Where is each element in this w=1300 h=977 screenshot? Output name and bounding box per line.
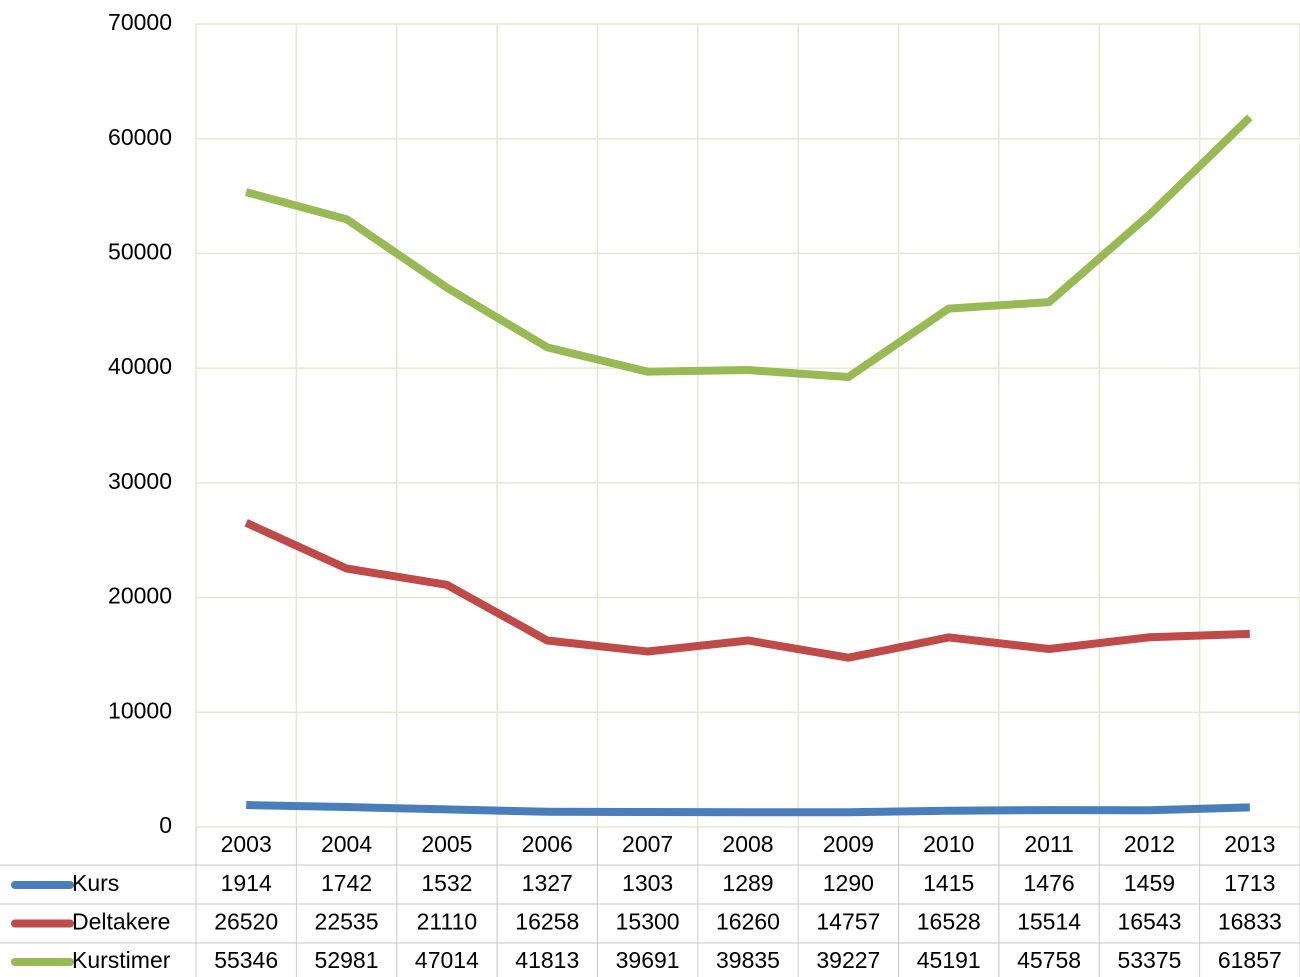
table-value: 52981: [315, 947, 379, 973]
series-line: [246, 801, 1250, 817]
legend-label: Deltakere: [72, 909, 170, 935]
x-tick-label: 2006: [522, 831, 573, 857]
x-tick-label: 2012: [1124, 831, 1175, 857]
legend-label: Kurs: [72, 870, 119, 896]
x-tick-label: 2005: [421, 831, 472, 857]
x-tick-label: 2004: [321, 831, 372, 857]
table-value: 39227: [816, 947, 880, 973]
table-value: 1476: [1024, 870, 1075, 896]
table-value: 1459: [1124, 870, 1175, 896]
table-value: 1415: [923, 870, 974, 896]
table-value: 26520: [214, 909, 278, 935]
x-tick-label: 2011: [1024, 831, 1073, 857]
table-value: 61857: [1218, 947, 1282, 973]
table-value: 16833: [1218, 909, 1282, 935]
table-value: 41813: [515, 947, 579, 973]
series-line: [244, 519, 1250, 662]
table-value: 16260: [716, 909, 780, 935]
table-value: 55346: [214, 947, 278, 973]
y-tick-label: 20000: [108, 583, 172, 609]
y-tick-label: 40000: [108, 353, 172, 379]
table-value: 45758: [1017, 947, 1081, 973]
table-value: 1289: [722, 870, 773, 896]
x-tick-label: 2007: [622, 831, 673, 857]
table-value: 22535: [315, 909, 379, 935]
table-value: 1914: [221, 870, 272, 896]
table-value: 39691: [616, 947, 680, 973]
x-tick-label: 2013: [1224, 831, 1275, 857]
table-value: 1290: [823, 870, 874, 896]
x-tick-label: 2003: [221, 831, 272, 857]
table-value: 14757: [816, 909, 880, 935]
legend-label: Kurstimer: [72, 947, 171, 973]
y-tick-label: 30000: [108, 468, 172, 494]
y-tick-label: 70000: [108, 9, 172, 35]
y-tick-label: 10000: [108, 697, 172, 723]
table-value: 45191: [917, 947, 981, 973]
table-value: 15300: [616, 909, 680, 935]
table-value: 53375: [1117, 947, 1181, 973]
table-value: 16528: [917, 909, 981, 935]
y-tick-label: 50000: [108, 239, 172, 265]
table-value: 1532: [421, 870, 472, 896]
table-value: 16543: [1117, 909, 1181, 935]
y-tick-label: 0: [159, 812, 172, 838]
x-tick-label: 2009: [823, 831, 874, 857]
x-tick-label: 2010: [923, 831, 974, 857]
series-line: [245, 114, 1253, 382]
table-value: 15514: [1017, 909, 1081, 935]
table-value: 16258: [515, 909, 579, 935]
table-value: 1303: [622, 870, 673, 896]
x-tick-label: 2008: [722, 831, 773, 857]
table-value: 47014: [415, 947, 479, 973]
table-value: 1327: [522, 870, 573, 896]
y-tick-label: 60000: [108, 124, 172, 150]
table-value: 1742: [321, 870, 372, 896]
table-value: 39835: [716, 947, 780, 973]
table-value: 1713: [1224, 870, 1275, 896]
table-value: 21110: [417, 909, 478, 935]
